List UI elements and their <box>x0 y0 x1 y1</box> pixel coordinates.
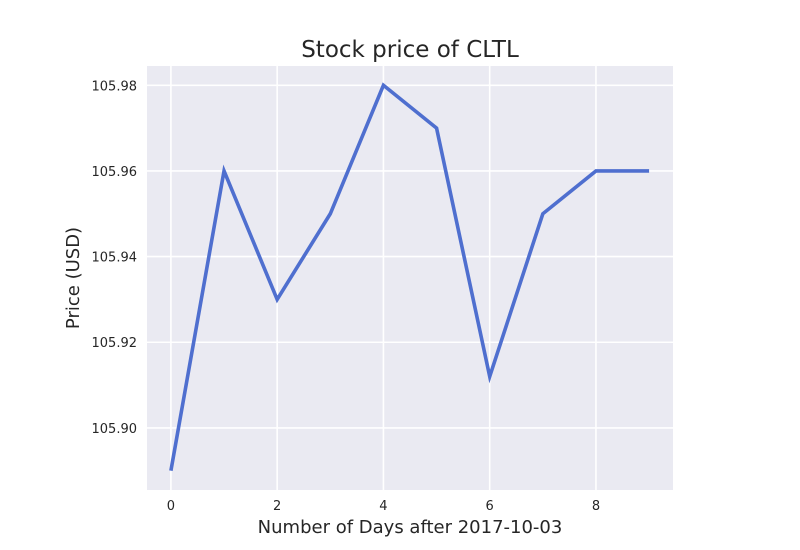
y-tick-label: 105.98 <box>92 79 138 94</box>
y-axis-ticks: 105.90 105.92 105.94 105.96 105.98 <box>92 79 138 437</box>
x-tick-label: 4 <box>379 499 387 514</box>
y-tick-label: 105.94 <box>92 251 138 266</box>
y-tick-label: 105.96 <box>92 165 138 180</box>
y-tick-label: 105.92 <box>92 336 138 351</box>
x-axis-label: Number of Days after 2017-10-03 <box>258 517 563 538</box>
chart-title: Stock price of CLTL <box>301 37 519 63</box>
series-line <box>169 82 650 472</box>
x-tick-label: 2 <box>273 499 281 514</box>
y-axis-label: Price (USD) <box>63 227 84 329</box>
x-tick-label: 6 <box>486 499 494 514</box>
x-tick-label: 8 <box>592 499 600 514</box>
y-tick-label: 105.90 <box>92 422 138 437</box>
plot-area <box>147 66 673 490</box>
x-axis-ticks: 0 2 4 6 8 <box>167 499 600 514</box>
grid <box>147 66 673 490</box>
series-layer <box>169 82 650 472</box>
x-tick-label: 0 <box>167 499 175 514</box>
